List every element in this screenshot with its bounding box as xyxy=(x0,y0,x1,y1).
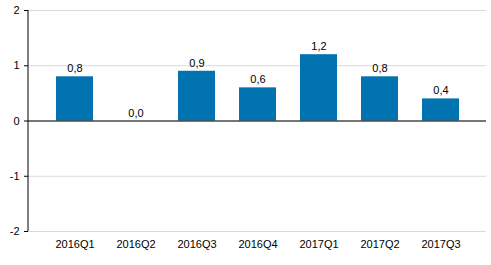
svg-text:0,4: 0,4 xyxy=(433,84,448,96)
svg-text:0,9: 0,9 xyxy=(189,57,204,69)
svg-text:0,8: 0,8 xyxy=(372,62,387,74)
svg-text:2016Q1: 2016Q1 xyxy=(55,238,94,250)
svg-text:2016Q4: 2016Q4 xyxy=(238,238,277,250)
svg-text:-1: -1 xyxy=(10,170,20,182)
svg-text:2017Q3: 2017Q3 xyxy=(421,238,460,250)
svg-text:0,6: 0,6 xyxy=(250,73,265,85)
svg-text:1,2: 1,2 xyxy=(311,40,326,52)
svg-text:2016Q2: 2016Q2 xyxy=(116,238,155,250)
svg-text:-2: -2 xyxy=(10,225,20,237)
svg-text:2017Q1: 2017Q1 xyxy=(299,238,338,250)
svg-text:1: 1 xyxy=(13,59,19,71)
svg-text:0,8: 0,8 xyxy=(67,62,82,74)
svg-text:2: 2 xyxy=(13,4,19,16)
svg-text:0,0: 0,0 xyxy=(128,107,143,119)
svg-text:2017Q2: 2017Q2 xyxy=(360,238,399,250)
svg-text:2016Q3: 2016Q3 xyxy=(177,238,216,250)
svg-text:0: 0 xyxy=(13,115,19,127)
